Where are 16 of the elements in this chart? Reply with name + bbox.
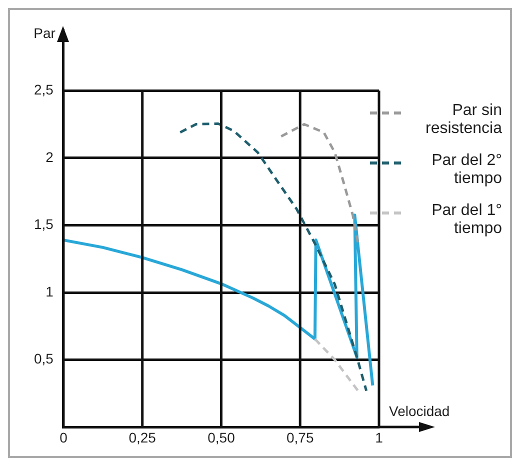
y-tick-label: 0,5 <box>34 350 54 367</box>
y-tick-label: 2,5 <box>34 81 54 98</box>
y-tick-label: 1,5 <box>34 216 54 232</box>
legend-label: Par del 2° tiempo <box>430 152 502 188</box>
y-tick-label: 1 <box>46 283 54 300</box>
x-tick-label: 1 <box>375 429 384 446</box>
x-tick-label: 0,25 <box>128 429 156 446</box>
x-tick-label: 0 <box>60 429 68 446</box>
y-axis-title: Par <box>34 24 56 41</box>
x-tick-label: 0,75 <box>286 429 314 446</box>
text: Par sin resistencia <box>424 102 502 138</box>
x-axis-title: Velocidad <box>389 403 450 420</box>
line-series <box>178 122 368 392</box>
legend-label: Par del 1° tiempo <box>430 202 502 238</box>
x-tick-label: 0,50 <box>208 429 236 446</box>
y-tick-label: 2 <box>46 148 54 165</box>
